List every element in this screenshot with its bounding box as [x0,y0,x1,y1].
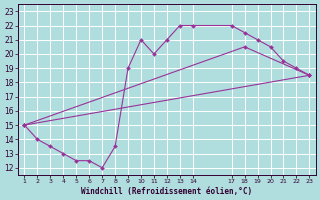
X-axis label: Windchill (Refroidissement éolien,°C): Windchill (Refroidissement éolien,°C) [81,187,252,196]
